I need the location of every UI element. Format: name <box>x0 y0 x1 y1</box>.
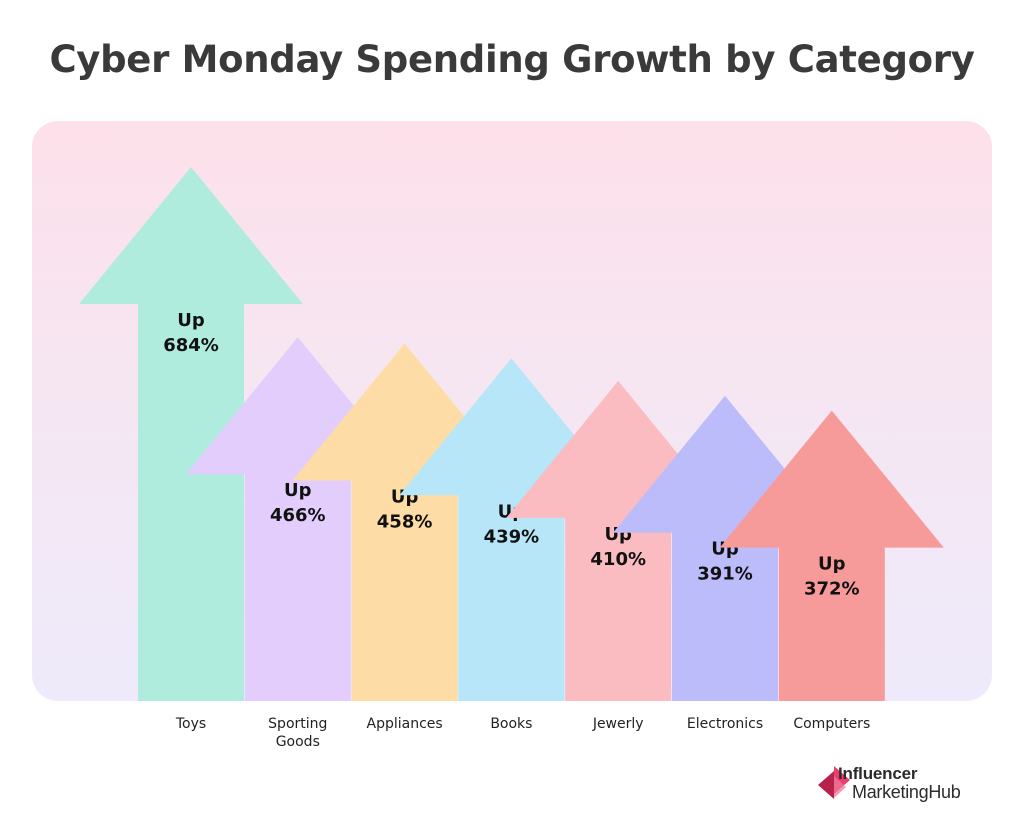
arrow-bar-toys <box>79 167 303 701</box>
category-label-sporting-goods: Sporting Goods <box>268 716 328 750</box>
brand-name-line1: Influencer <box>838 764 918 783</box>
category-label-appliances: Appliances <box>366 716 443 732</box>
brand-logo-icon <box>818 766 850 799</box>
data-label-1-0: Up <box>284 480 312 501</box>
data-label-4-1: 410% <box>590 549 646 570</box>
data-label-6-1: 372% <box>804 579 860 600</box>
data-label-3-1: 439% <box>484 526 540 547</box>
category-label-jewerly: Jewerly <box>592 716 644 732</box>
data-label-0-0: Up <box>177 310 205 331</box>
category-label-computers: Computers <box>793 716 871 732</box>
chart-title: Cyber Monday Spending Growth by Category <box>49 38 975 81</box>
data-label-0-1: 684% <box>163 335 219 356</box>
arrow-bar-electronics <box>613 395 837 701</box>
data-label-5-1: 391% <box>697 564 753 585</box>
data-label-1-1: 466% <box>270 505 326 526</box>
brand-logo: Influencer MarketingHub <box>818 762 988 806</box>
data-label-2-1: 458% <box>377 511 433 532</box>
data-label-6-0: Up <box>818 554 846 575</box>
category-label-toys: Toys <box>175 716 207 732</box>
arrow-bar-computers <box>719 410 944 701</box>
category-label-books: Books <box>490 716 533 732</box>
category-label-electronics: Electronics <box>686 716 764 732</box>
brand-name-line2: MarketingHub <box>852 782 961 802</box>
